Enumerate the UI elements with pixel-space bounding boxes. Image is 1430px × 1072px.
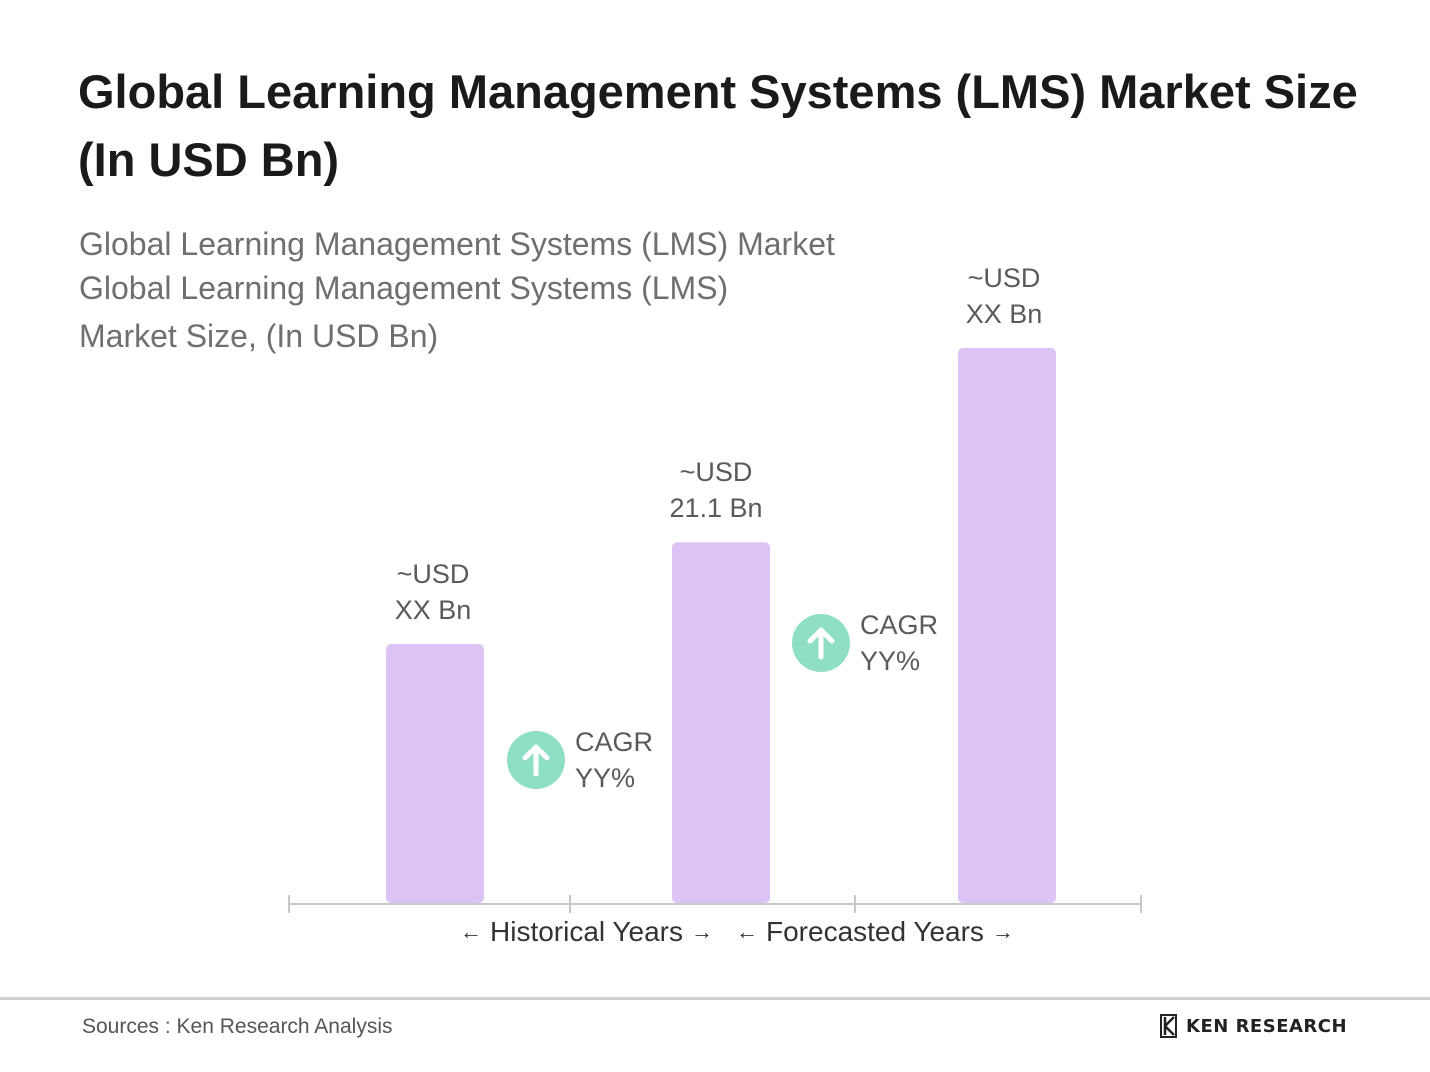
bar-value-text: XX Bn bbox=[394, 595, 472, 625]
chart-subtitle-line-2: Global Learning Management Systems (LMS) bbox=[79, 270, 729, 306]
bar-value-text: XX Bn bbox=[965, 299, 1043, 329]
chart-title: Global Learning Management Systems (LMS)… bbox=[78, 65, 1358, 186]
cagr-value: YY% bbox=[860, 646, 921, 676]
bar bbox=[958, 348, 1056, 903]
bar-value-label: ~USD 21.1 Bn bbox=[616, 454, 816, 526]
arrow-left-icon: ← bbox=[736, 919, 758, 944]
bar-chart bbox=[288, 348, 1142, 913]
bar-value-text: 21.1 Bn bbox=[669, 493, 763, 524]
ken-research-logo-text: KEN RESEARCH bbox=[1186, 1015, 1348, 1037]
cagr-label: CAGR bbox=[860, 610, 939, 640]
footer-divider bbox=[0, 997, 1430, 1000]
source-note: Sources : Ken Research Analysis bbox=[82, 1015, 393, 1038]
ken-research-logo-mark-icon bbox=[1160, 1014, 1177, 1038]
bar-value-label: ~USD XX Bn bbox=[333, 556, 533, 628]
period-historical-label: Historical Years bbox=[490, 916, 683, 947]
bar-value-prefix: ~USD bbox=[967, 263, 1041, 293]
bar bbox=[672, 542, 770, 903]
bar-value-prefix: ~USD bbox=[679, 457, 753, 488]
period-forecasted-label: Forecasted Years bbox=[766, 916, 984, 947]
bar-value-prefix: ~USD bbox=[396, 559, 470, 589]
period-forecasted: ← Forecasted Years → bbox=[728, 912, 1022, 952]
chart-subtitle-line-3: Market Size, (In USD Bn) bbox=[79, 318, 439, 354]
arrow-right-icon: → bbox=[690, 919, 713, 944]
bar bbox=[386, 644, 484, 903]
cagr-indicator: CAGR YY% bbox=[792, 607, 938, 679]
arrow-up-icon bbox=[507, 731, 565, 789]
period-historical: ← Historical Years → bbox=[452, 912, 721, 952]
ken-research-logo: KEN RESEARCH bbox=[1160, 1014, 1347, 1038]
cagr-indicator: CAGR YY% bbox=[507, 724, 653, 796]
arrow-up-icon bbox=[792, 614, 850, 672]
cagr-value: YY% bbox=[575, 763, 636, 793]
cagr-label: CAGR bbox=[575, 727, 654, 757]
chart-subtitle-line-1: Global Learning Management Systems (LMS)… bbox=[79, 226, 835, 262]
arrow-left-icon: ← bbox=[460, 919, 482, 944]
bar-value-label: ~USD XX Bn bbox=[904, 260, 1104, 332]
arrow-right-icon: → bbox=[991, 919, 1014, 944]
